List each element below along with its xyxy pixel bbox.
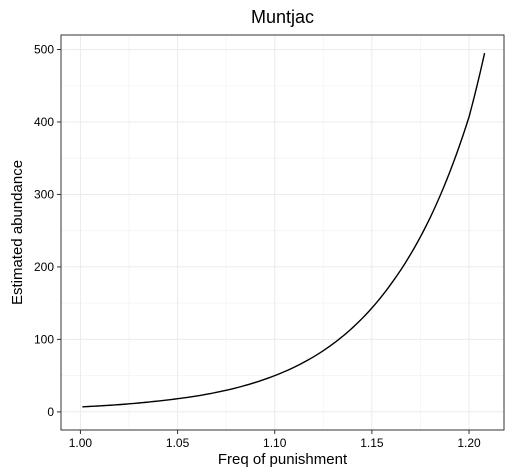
x-tick-label: 1.20	[457, 436, 481, 450]
x-tick-label: 1.10	[263, 436, 287, 450]
y-tick-label: 0	[47, 405, 54, 419]
axis-ticks: 1.00 1.05 1.10 1.15 1.20 0 100 200 300 400 500	[34, 42, 481, 450]
x-axis-label: Freq of punishment	[218, 451, 348, 468]
y-axis-label: Estimated abundance	[9, 160, 26, 305]
y-tick-label: 100	[34, 332, 54, 346]
grid	[61, 35, 504, 430]
plot-panel	[60, 34, 505, 431]
x-tick-label: 1.15	[360, 436, 384, 450]
x-tick-label: 1.05	[166, 436, 190, 450]
y-tick-label: 300	[34, 187, 54, 201]
y-tick-label: 500	[34, 42, 54, 56]
series-line-muntjac	[82, 52, 486, 408]
y-tick-label: 400	[34, 115, 54, 129]
chart-title: Muntjac	[251, 7, 314, 27]
x-tick-label: 1.00	[69, 436, 93, 450]
y-tick-label: 200	[34, 260, 54, 274]
